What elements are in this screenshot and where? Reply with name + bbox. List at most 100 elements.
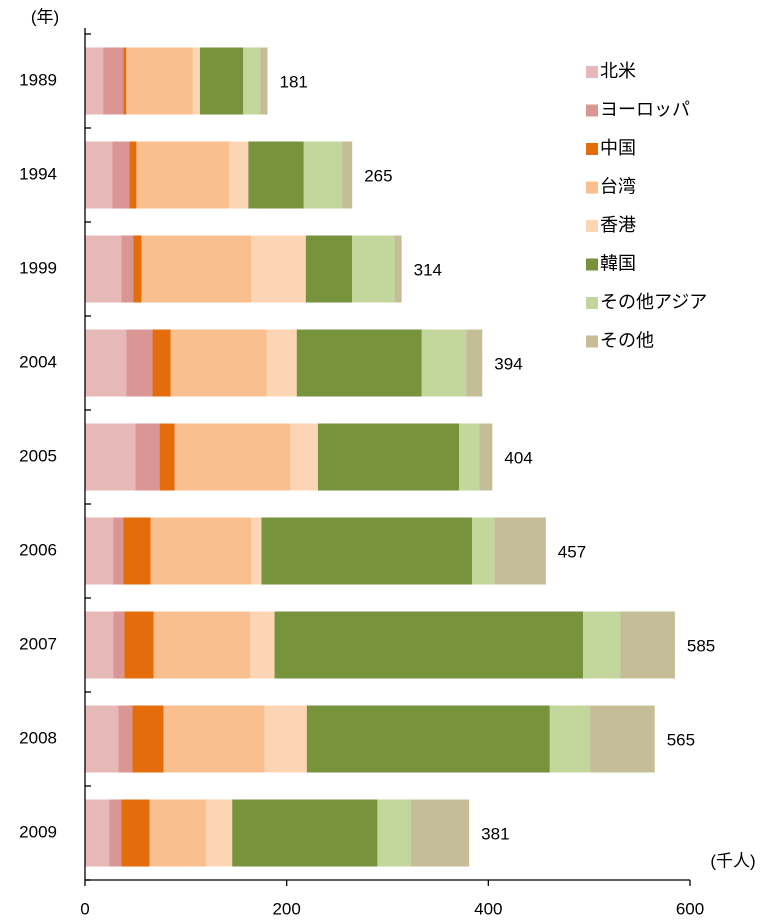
legend-swatch: [586, 220, 598, 232]
y-unit-label: (年): [31, 7, 59, 26]
bar-segment: [274, 611, 584, 679]
legend-label: ヨーロッパ: [600, 99, 690, 119]
bar-segment: [248, 141, 304, 209]
bar-segment: [124, 611, 154, 679]
bar-segment: [421, 329, 467, 397]
bar-segment: [113, 611, 125, 679]
bar-segment: [85, 517, 114, 585]
bar-segment: [85, 611, 114, 679]
bar-segment: [153, 611, 251, 679]
bar-segment: [170, 329, 267, 397]
total-label: 314: [414, 260, 442, 279]
x-tick-label: 600: [676, 899, 704, 918]
bar-segment: [113, 517, 124, 585]
bar-segment: [109, 799, 122, 867]
y-tick-label: 2004: [19, 352, 57, 371]
bar-segment: [243, 47, 261, 115]
legend-label: 北米: [600, 61, 636, 81]
y-tick-label: 2009: [19, 822, 57, 841]
legend-swatch: [586, 104, 598, 117]
x-tick-label: 200: [272, 899, 300, 918]
bar-segment: [352, 235, 395, 303]
bar-segment: [261, 517, 473, 585]
bar-segment: [199, 47, 244, 115]
bar-segment: [126, 329, 153, 397]
y-tick-label: 1994: [19, 164, 57, 183]
bar-segment: [251, 517, 262, 585]
x-tick-label: 400: [474, 899, 502, 918]
legend-label: 香港: [600, 215, 636, 235]
bar-segment: [583, 611, 621, 679]
bar-segment: [159, 423, 175, 491]
bar-segment: [192, 47, 200, 115]
bar-segment: [118, 705, 133, 773]
bar-segment: [152, 329, 171, 397]
bar-segment: [342, 141, 353, 209]
bar-segment: [479, 423, 493, 491]
x-unit-label: (千人): [710, 851, 755, 870]
bar-segment: [303, 141, 343, 209]
bar-segment: [296, 329, 422, 397]
legend-label: 台湾: [600, 176, 636, 196]
bar-segment: [459, 423, 480, 491]
bar-segment: [85, 705, 119, 773]
y-tick-label: 1999: [19, 258, 57, 277]
legend-label: その他: [600, 330, 654, 350]
bar-segment: [133, 235, 142, 303]
bar-segment: [141, 235, 252, 303]
bar-segment: [306, 705, 550, 773]
bar-segment: [112, 141, 130, 209]
bar-segment: [590, 705, 655, 773]
total-label: 585: [687, 636, 715, 655]
y-tick-label: 2005: [19, 446, 57, 465]
bar-segment: [121, 799, 150, 867]
legend-label: 韓国: [600, 253, 636, 273]
bar-segment: [103, 47, 124, 115]
bar-segment: [85, 141, 113, 209]
legend-label: 中国: [600, 138, 636, 158]
bar-segment: [121, 235, 134, 303]
y-tick-label: 1989: [19, 70, 57, 89]
y-tick-label: 2007: [19, 634, 57, 653]
bar-segment: [150, 517, 252, 585]
bar-segment: [466, 329, 483, 397]
bar-segment: [305, 235, 353, 303]
bar-segment: [123, 47, 127, 115]
bar-segment: [290, 423, 318, 491]
bar-segment: [126, 47, 193, 115]
bar-segment: [317, 423, 460, 491]
bar-segment: [123, 517, 151, 585]
bar-segment: [174, 423, 291, 491]
total-label: 565: [667, 730, 695, 749]
total-label: 404: [504, 448, 532, 467]
total-label: 265: [364, 166, 392, 185]
bar-segment: [264, 705, 307, 773]
bar-segment: [85, 423, 136, 491]
bar-segment: [135, 423, 160, 491]
y-tick-label: 2006: [19, 540, 57, 559]
bar-segment: [206, 799, 233, 867]
bar-segment: [85, 799, 110, 867]
legend-swatch: [586, 297, 598, 309]
total-label: 394: [494, 354, 522, 373]
bar-segment: [266, 329, 297, 397]
y-tick-label: 2008: [19, 728, 57, 747]
bar-segment: [260, 47, 268, 115]
bar-segment: [232, 799, 378, 867]
bar-segment: [410, 799, 470, 867]
bar-segment: [136, 141, 230, 209]
total-label: 181: [280, 72, 308, 91]
legend-label: その他アジア: [600, 292, 707, 312]
bar-segment: [377, 799, 411, 867]
bar-segment: [85, 329, 127, 397]
bar-segment: [129, 141, 137, 209]
legend-swatch: [586, 335, 598, 348]
bar-segment: [620, 611, 675, 679]
legend-swatch: [586, 258, 598, 271]
legend-swatch: [586, 181, 598, 194]
total-label: 381: [481, 824, 509, 843]
bar-segment: [472, 517, 495, 585]
bar-segment: [132, 705, 164, 773]
bar-segment: [549, 705, 591, 773]
